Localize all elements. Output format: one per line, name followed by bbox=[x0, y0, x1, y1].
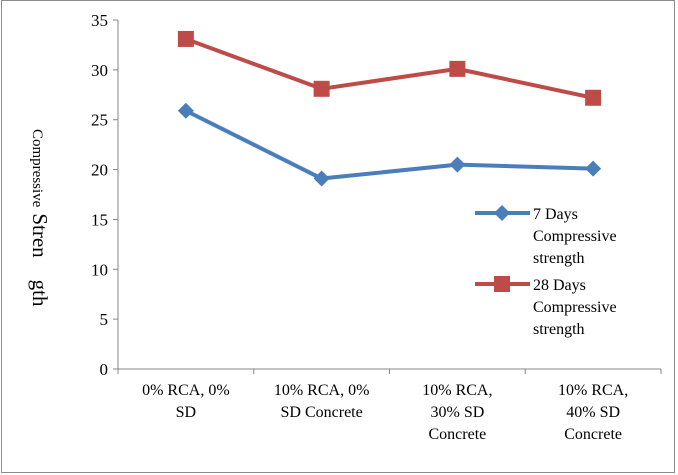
legend-marker-1 bbox=[494, 276, 510, 292]
y-axis-label: CompressiveStrength bbox=[28, 129, 52, 307]
data-point-1-0 bbox=[177, 30, 194, 47]
series-line-1 bbox=[185, 37, 594, 100]
x-category-label: 0% RCA, 0% SD bbox=[142, 382, 230, 421]
legend-label-1: 28 Days Compressive strength bbox=[533, 277, 617, 338]
data-point-0-0 bbox=[177, 102, 194, 119]
data-point-0-1 bbox=[313, 170, 330, 187]
data-point-1-2 bbox=[449, 60, 466, 77]
data-point-0-3 bbox=[585, 160, 602, 177]
data-point-1-3 bbox=[585, 89, 602, 106]
x-category-label: 10% RCA, 0% SD Concrete bbox=[274, 382, 370, 421]
series-plot bbox=[177, 30, 602, 187]
y-tick-label: 20 bbox=[91, 161, 108, 180]
y-axis-title: CompressiveStrength bbox=[28, 129, 52, 307]
legend-marker-0 bbox=[494, 205, 510, 221]
x-category-label: 10% RCA, 30% SD Concrete bbox=[422, 382, 492, 443]
y-tick-label: 15 bbox=[91, 210, 108, 229]
data-point-0-2 bbox=[449, 156, 466, 173]
y-axis: 0 5 10 15 20 25 30 35 bbox=[91, 11, 119, 379]
x-axis: 0% RCA, 0% SD 10% RCA, 0% SD Concrete 10% RC… bbox=[117, 368, 662, 443]
data-point-1-1 bbox=[313, 80, 330, 97]
legend-label-0: 7 Days Compressive strength bbox=[533, 206, 617, 267]
series-line-0 bbox=[184, 108, 594, 181]
y-tick-label: 35 bbox=[91, 11, 108, 30]
y-tick-label: 30 bbox=[91, 61, 108, 80]
x-category-label: 10% RCA, 40% SD Concrete bbox=[558, 382, 628, 443]
y-tick-label: 5 bbox=[100, 310, 109, 329]
legend: 7 Days Compressive strength 28 Days Compress… bbox=[475, 205, 617, 338]
y-tick-label: 25 bbox=[91, 111, 108, 130]
y-tick-label: 0 bbox=[100, 360, 109, 379]
y-tick-label: 10 bbox=[91, 260, 108, 279]
